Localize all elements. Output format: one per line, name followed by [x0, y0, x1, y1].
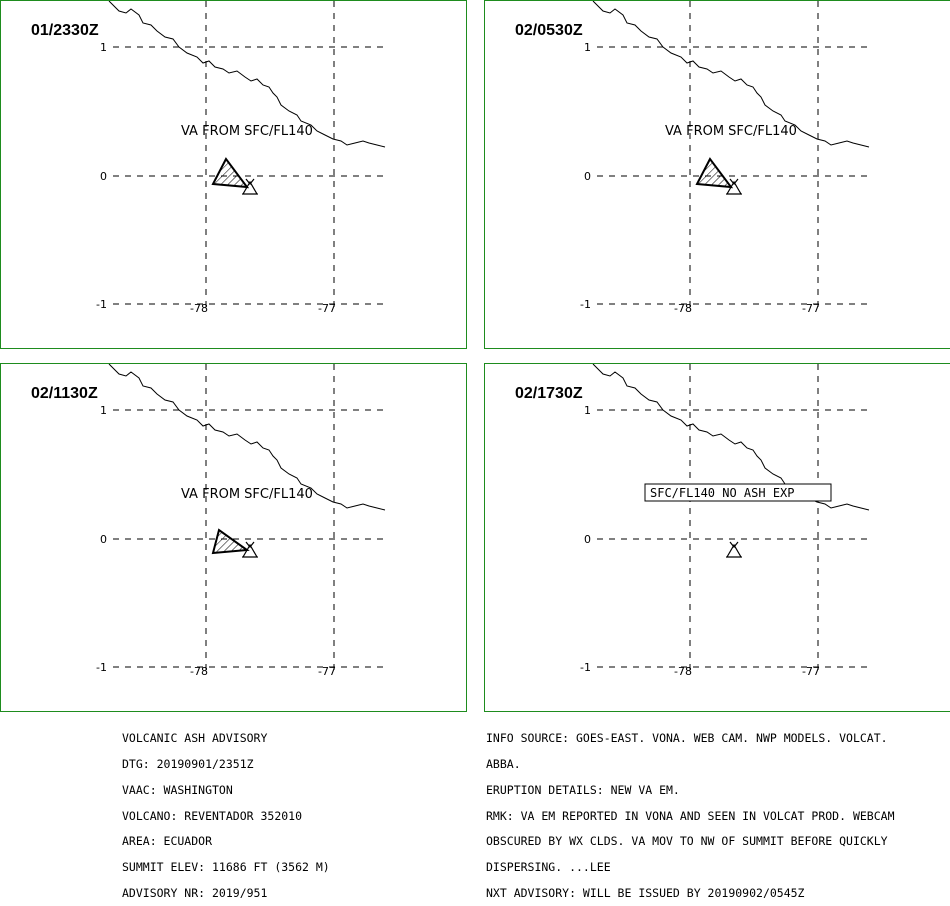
advisory-line: AREA: ECUADOR: [122, 834, 213, 849]
ash-cloud-polygon: [695, 157, 734, 189]
map-canvas: 1 0 -1 -78 -77 02/0530Z VA FROM SFC/FL140: [515, 1, 873, 315]
forecast-panel-t12: 1 0 -1 -78 -77 02/1130Z VA FROM SFC/FL140: [0, 363, 467, 712]
remarks-line: ABBA.: [486, 756, 521, 771]
ash-height-label: VA FROM SFC/FL140: [181, 124, 313, 139]
latitude-label: 1: [100, 404, 107, 417]
remarks-line: ERUPTION DETAILS: NEW VA EM.: [486, 782, 680, 797]
no-ash-label: SFC/FL140 NO ASH EXP: [644, 483, 832, 502]
forecast-time-label: 02/1130Z: [31, 385, 98, 402]
ash-height-label: VA FROM SFC/FL140: [665, 124, 797, 139]
map-canvas: 1 0 -1 -78 -77 02/1730Z SFC/FL140 NO ASH EXP: [515, 364, 873, 678]
latitude-label: 1: [100, 41, 107, 54]
latitude-label: -1: [580, 661, 591, 674]
remarks-line: NXT ADVISORY: WILL BE ISSUED BY 20190902…: [486, 885, 805, 900]
latitude-label: -1: [96, 661, 107, 674]
latitude-label: 0: [100, 170, 107, 183]
longitude-label: -77: [318, 302, 336, 315]
latitude-label: 0: [584, 170, 591, 183]
coastline: [592, 364, 870, 511]
forecast-panel-t6: 1 0 -1 -78 -77 02/0530Z VA FROM SFC/FL140: [484, 0, 950, 349]
map-canvas: 1 0 -1 -78 -77 02/1130Z VA FROM SFC/FL140: [31, 364, 389, 678]
longitude-label: -78: [674, 302, 692, 315]
coastline: [108, 364, 386, 511]
advisory-line: VOLCANO: REVENTADOR 352010: [122, 808, 303, 823]
svg-text:SFC/FL140 NO ASH EXP: SFC/FL140 NO ASH EXP: [650, 486, 795, 500]
latitude-label: -1: [580, 298, 591, 311]
ash-height-label: VA FROM SFC/FL140: [181, 487, 313, 502]
volcano-icon: [725, 541, 743, 558]
remarks-line: OBSCURED BY WX CLDS. VA MOV TO NW OF SUM…: [486, 834, 888, 849]
forecast-panel-t18: 1 0 -1 -78 -77 02/1730Z SFC/FL140 NO ASH EXP: [484, 363, 950, 712]
latitude-label: 0: [584, 533, 591, 546]
longitude-label: -78: [190, 665, 208, 678]
advisory-line: VOLCANIC ASH ADVISORY: [122, 731, 268, 746]
longitude-label: -77: [802, 665, 820, 678]
map-canvas: 1 0 -1 -78 -77 01/2330Z VA FROM SFC/FL140: [31, 1, 389, 315]
longitude-label: -78: [190, 302, 208, 315]
advisory-line: VAAC: WASHINGTON: [122, 782, 233, 797]
forecast-time-label: 02/1730Z: [515, 385, 583, 402]
volcano-icon: [725, 178, 743, 195]
coastline: [108, 1, 386, 148]
remarks-line: INFO SOURCE: GOES-EAST. VONA. WEB CAM. N…: [486, 731, 888, 746]
advisory-line: ADVISORY NR: 2019/951: [122, 885, 268, 900]
latitude-label: 1: [584, 41, 591, 54]
coastline: [592, 1, 870, 148]
forecast-time-label: 02/0530Z: [515, 22, 583, 39]
forecast-time-label: 01/2330Z: [31, 22, 99, 39]
volcano-icon: [241, 178, 259, 195]
advisory-line: DTG: 20190901/2351Z: [122, 756, 254, 771]
forecast-panel-t0: 1 0 -1 -78 -77 01/2330Z VA FROM SFC/FL140: [0, 0, 467, 349]
ash-cloud-polygon: [211, 528, 250, 555]
latitude-label: 0: [100, 533, 107, 546]
advisory-line: SUMMIT ELEV: 11686 FT (3562 M): [122, 860, 330, 875]
remarks-line: DISPERSING. ...LEE: [486, 860, 611, 875]
latitude-label: 1: [584, 404, 591, 417]
longitude-label: -78: [674, 665, 692, 678]
longitude-label: -77: [318, 665, 336, 678]
longitude-label: -77: [802, 302, 820, 315]
remarks-line: RMK: VA EM REPORTED IN VONA AND SEEN IN …: [486, 808, 895, 823]
ash-cloud-polygon: [211, 157, 250, 189]
latitude-label: -1: [96, 298, 107, 311]
